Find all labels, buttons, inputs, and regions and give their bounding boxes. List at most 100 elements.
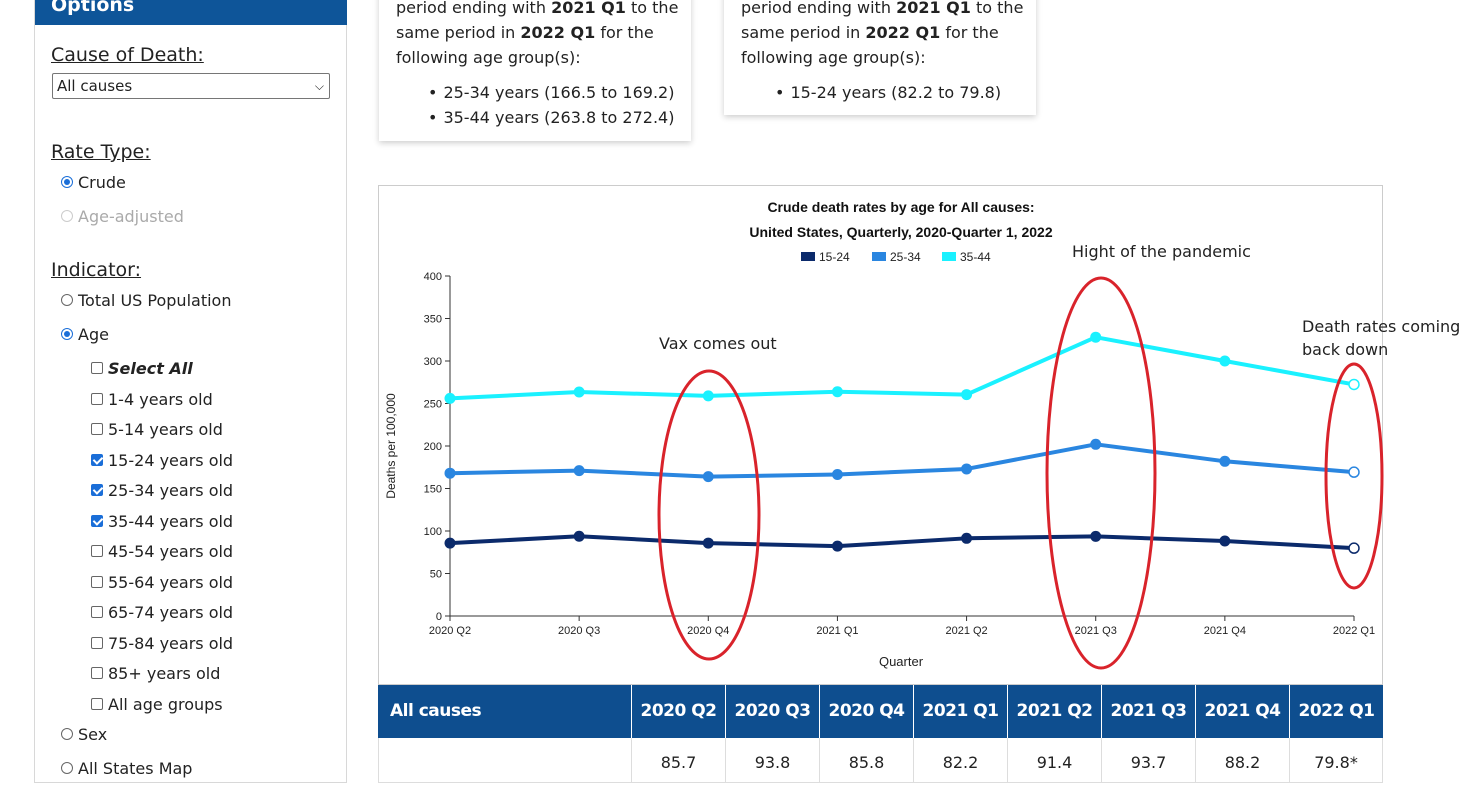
y-tick-label: 250 [424,399,442,411]
age-5-14-label: 5-14 years old [108,419,223,439]
cause-select[interactable]: All causes ⌵ [52,73,330,99]
table-header: All causes 2020 Q2 2020 Q3 2020 Q4 2021 … [378,685,1383,738]
chevron-down-icon: ⌵ [314,79,324,93]
checkbox-1-4[interactable] [91,393,103,405]
table-cell [378,738,631,783]
annotation-ellipse [1324,362,1384,590]
age-all-groups-label: All age groups [108,694,223,714]
legend-label: 15-24 [819,250,850,264]
checkbox-all-groups[interactable] [91,698,103,710]
age-15-24[interactable]: 15-24 years old [91,449,233,471]
checkbox-45-54[interactable] [91,545,103,557]
data-point [444,537,456,549]
age-85-plus-label: 85+ years old [108,663,221,683]
indicator-states-map[interactable]: All States Map [61,757,192,779]
table-cell: 93.8 [725,738,819,783]
data-table: All causes 2020 Q2 2020 Q3 2020 Q4 2021 … [378,685,1383,783]
data-point [1348,466,1360,478]
y-tick-label: 0 [436,611,442,623]
table-cell: 79.8* [1289,738,1383,783]
legend-swatch [942,252,956,261]
card2-list: 15-24 years (82.2 to 79.8) [741,80,1036,105]
rate-crude[interactable]: Crude [61,171,126,193]
age-25-34[interactable]: 25-34 years old [91,479,233,501]
annotation-vax: Vax comes out [659,334,777,353]
data-point [1090,438,1102,450]
table-header-col: 2020 Q4 [819,685,913,738]
x-tick-label: 2020 Q4 [687,625,729,637]
checkbox-15-24[interactable] [91,454,103,466]
checkbox-35-44[interactable] [91,515,103,527]
card1-line1: period ending with 2021 Q1 to the [396,0,679,17]
checkbox-select-all[interactable] [91,362,103,374]
age-55-64[interactable]: 55-64 years old [91,571,233,593]
rate-age-adjusted: Age-adjusted [61,205,184,227]
age-45-54[interactable]: 45-54 years old [91,540,233,562]
chart-container: Crude death rates by age for All causes:… [378,185,1384,685]
x-tick-label: 2020 Q2 [429,625,471,637]
indicator-age[interactable]: Age [61,323,109,345]
indicator-total-us[interactable]: Total US Population [61,289,231,311]
y-tick-label: 200 [424,441,442,453]
data-point [961,463,973,475]
radio-total-us[interactable] [61,294,73,306]
data-point [961,532,973,544]
x-tick-label: 2020 Q3 [558,625,600,637]
y-tick-label: 400 [424,271,442,283]
age-select-all[interactable]: Select All [91,357,193,379]
age-25-34-label: 25-34 years old [108,480,234,500]
age-85-plus[interactable]: 85+ years old [91,662,220,684]
radio-states-map[interactable] [61,762,73,774]
annotation-peak: Hight of the pandemic [1072,242,1251,261]
x-axis-label: Quarter [879,654,924,669]
checkbox-55-64[interactable] [91,576,103,588]
annotation-ellipse [657,369,761,661]
radio-crude[interactable] [61,176,73,188]
checkbox-5-14[interactable] [91,423,103,435]
age-1-4[interactable]: 1-4 years old [91,388,213,410]
data-point [444,392,456,404]
indicator-age-label: Age [78,324,109,344]
radio-age[interactable] [61,328,73,340]
age-65-74[interactable]: 65-74 years old [91,601,233,623]
indicator-title: Indicator: [51,259,142,281]
radio-age-adjusted [61,210,73,222]
x-tick-label: 2021 Q1 [816,625,858,637]
x-tick-label: 2021 Q4 [1204,625,1246,637]
checkbox-75-84[interactable] [91,637,103,649]
y-tick-label: 350 [424,314,442,326]
annotation-ellipse [1045,276,1157,670]
age-65-74-label: 65-74 years old [108,602,234,622]
age-all-groups[interactable]: All age groups [91,693,223,715]
age-75-84[interactable]: 75-84 years old [91,632,233,654]
checkbox-85-plus[interactable] [91,667,103,679]
rate-title: Rate Type: [51,141,151,163]
legend-label: 25-34 [890,250,921,264]
card1-item: 25-34 years (166.5 to 169.2) [428,80,691,105]
data-point [573,530,585,542]
legend-swatch [801,252,815,261]
cause-select-value: All causes [57,77,133,95]
age-5-14[interactable]: 5-14 years old [91,418,223,440]
y-tick-label: 300 [424,356,442,368]
table-cell: 85.7 [631,738,725,783]
radio-sex[interactable] [61,728,73,740]
cause-title: Cause of Death: [51,44,204,66]
checkbox-65-74[interactable] [91,606,103,618]
rate-crude-label: Crude [78,172,126,192]
checkbox-25-34[interactable] [91,484,103,496]
options-panel: Options Cause of Death: All causes ⌵ Rat… [34,0,347,783]
table-header-col: 2020 Q3 [725,685,819,738]
x-tick-label: 2021 Q2 [945,625,987,637]
data-point [1219,535,1231,547]
card2-line3: following age group(s): [741,48,926,67]
age-55-64-label: 55-64 years old [108,572,234,592]
indicator-sex[interactable]: Sex [61,723,107,745]
series-line-15-24 [449,534,1355,551]
table-header-col: 2020 Q2 [631,685,725,738]
age-35-44[interactable]: 35-44 years old [91,510,233,532]
table-cell: 93.7 [1101,738,1195,783]
data-point [444,467,456,479]
age-45-54-label: 45-54 years old [108,541,234,561]
series-line-25-34 [449,442,1355,479]
